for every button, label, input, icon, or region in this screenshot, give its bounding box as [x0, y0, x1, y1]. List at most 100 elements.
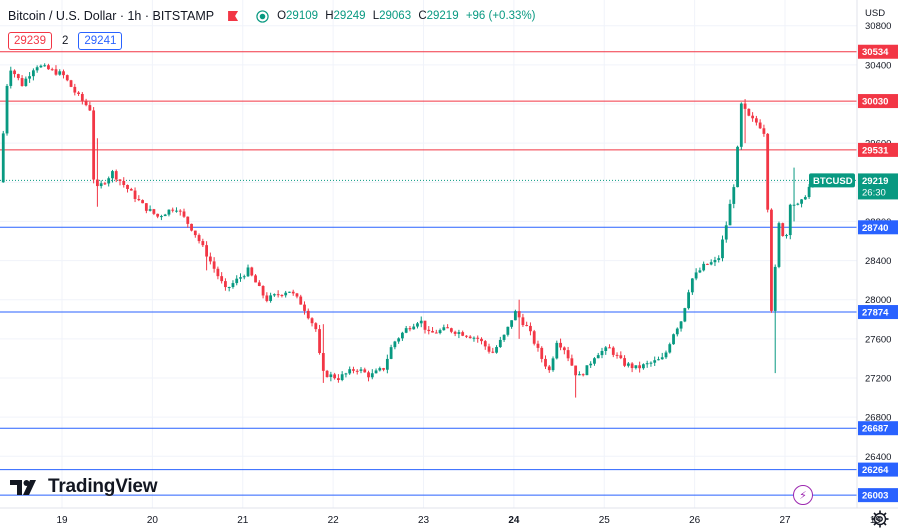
candle-body — [611, 347, 615, 355]
candle-body — [152, 209, 156, 214]
candle-body — [785, 235, 788, 237]
candle-body — [532, 331, 536, 344]
candle-body — [608, 347, 611, 349]
candle-body — [344, 373, 348, 375]
candle-body — [16, 74, 20, 79]
x-tick-label: 26 — [689, 515, 701, 526]
candle-body — [438, 330, 442, 334]
horizontal-levels — [0, 51, 857, 496]
candle-body — [69, 80, 73, 87]
candle-body — [374, 370, 378, 374]
candle-body — [9, 70, 13, 86]
candle-body — [589, 363, 593, 366]
candle-body — [205, 245, 208, 257]
candle-body — [73, 86, 77, 93]
candles — [1, 63, 819, 398]
candle-body — [250, 267, 254, 276]
candle-body — [465, 335, 468, 337]
candle-body — [728, 203, 732, 226]
candle-body — [566, 350, 570, 359]
symbol-title[interactable]: Bitcoin / U.S. Dollar · 1h · BITSTAMP — [8, 9, 215, 23]
candle-body — [295, 293, 299, 297]
candle-body — [318, 329, 321, 354]
candle-body — [645, 363, 649, 365]
candle-body — [604, 347, 608, 351]
lightning-icon[interactable]: ⚡ — [793, 485, 813, 505]
candle-body — [133, 190, 137, 199]
candle-body — [615, 354, 619, 356]
candle-body — [239, 277, 242, 279]
trade-bar: 29239 2 29241 — [8, 32, 123, 50]
candle-body — [596, 355, 600, 359]
candle-body — [762, 128, 766, 134]
y-tick-label: 26400 — [865, 452, 891, 463]
candle-body — [220, 276, 224, 282]
open-label: O — [277, 10, 287, 22]
y-tick-label: 28400 — [865, 256, 891, 267]
tradingview-logo[interactable]: TradingView — [10, 476, 158, 498]
x-tick-label: 24 — [508, 515, 520, 526]
eye-icon[interactable] — [256, 9, 269, 23]
candle-body — [235, 278, 239, 284]
candle-body — [126, 184, 129, 189]
buy-button[interactable]: 29241 — [78, 32, 123, 50]
level-label: 26003 — [862, 491, 888, 502]
candle-body — [717, 258, 721, 260]
gridlines — [0, 0, 857, 508]
candle-body — [95, 179, 99, 187]
level-label-bg — [858, 220, 898, 235]
candle-body — [736, 146, 739, 188]
candle-body — [721, 239, 724, 259]
y-tick-label: 30800 — [865, 21, 891, 32]
candle-body — [453, 331, 457, 334]
candle-body — [449, 328, 453, 332]
candle-body — [498, 339, 502, 348]
candle-body — [99, 183, 103, 187]
candle-body — [517, 311, 521, 318]
candle-body — [314, 323, 318, 330]
candle-body — [540, 347, 544, 359]
candle-body — [807, 186, 811, 198]
candle-body — [634, 365, 638, 369]
candle-body — [299, 296, 303, 305]
candle-body — [690, 278, 694, 293]
x-tick-label: 19 — [56, 515, 68, 526]
candle-body — [574, 365, 578, 376]
close-value: 29219 — [426, 10, 459, 22]
flag-icon[interactable] — [228, 11, 239, 21]
tradingview-logo-icon — [10, 480, 36, 495]
level-label: 26264 — [862, 465, 889, 476]
candle-body — [167, 209, 171, 215]
candle-body — [427, 329, 431, 332]
candle-body — [555, 342, 559, 359]
candle-body — [363, 369, 367, 373]
candle-body — [472, 337, 476, 339]
candle-body — [702, 263, 706, 271]
candle-body — [385, 358, 389, 370]
candle-body — [28, 76, 32, 79]
candle-body — [796, 203, 800, 205]
candle-body — [668, 344, 672, 353]
candle-body — [54, 69, 58, 75]
price-axis-bg — [857, 0, 898, 531]
candle-body — [577, 374, 581, 376]
gear-icon[interactable] — [871, 510, 889, 528]
candle-body — [487, 346, 491, 352]
candle-body — [389, 347, 393, 359]
candle-body — [559, 342, 562, 348]
candle-body — [182, 211, 186, 217]
candle-body — [544, 358, 547, 367]
candle-body — [581, 374, 585, 376]
sell-button[interactable]: 29239 — [8, 32, 52, 50]
candle-body — [13, 70, 16, 75]
candle-body — [525, 325, 529, 327]
candle-body — [461, 332, 465, 336]
change-value: +96 (+0.33%) — [465, 10, 536, 22]
candle-body — [694, 272, 698, 279]
candle-body — [412, 326, 416, 330]
candle-body — [336, 378, 340, 381]
candle-body — [434, 332, 438, 334]
candle-body — [216, 268, 220, 277]
candle-body — [600, 350, 604, 356]
